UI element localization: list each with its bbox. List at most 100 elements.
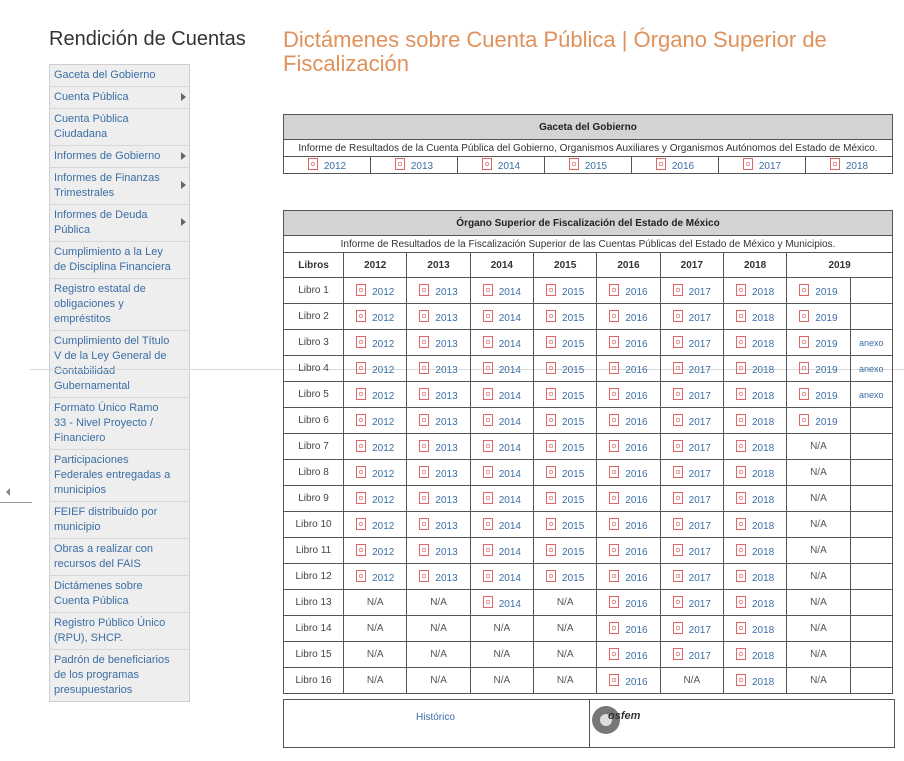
osfem-pdf-link[interactable]: 2018 [735,647,774,662]
osfem-pdf-link[interactable]: 2016 [609,517,648,532]
osfem-pdf-link[interactable]: 2014 [482,569,521,584]
osfem-pdf-link[interactable]: 2016 [609,543,648,558]
sidebar-item[interactable]: Registro estatal de obligaciones y empré… [50,278,189,330]
osfem-pdf-link[interactable]: 2015 [546,335,584,350]
osfem-pdf-link[interactable]: 2019 [799,309,838,324]
osfem-pdf-link[interactable]: 2015 [546,491,584,506]
osfem-pdf-link[interactable]: 2015 [546,309,584,324]
osfem-pdf-link[interactable]: 2012 [356,465,394,480]
osfem-pdf-link[interactable]: 2018 [735,517,774,532]
osfem-pdf-link[interactable]: 2017 [672,517,711,532]
osfem-pdf-link[interactable]: 2014 [482,595,521,610]
osfem-pdf-link[interactable]: 2016 [609,439,648,454]
sidebar-item[interactable]: Cuenta Pública Ciudadana [50,108,189,145]
gaceta-pdf-link[interactable]: 2015 [568,158,607,172]
osfem-pdf-link[interactable]: 2018 [735,543,774,558]
osfem-pdf-link[interactable]: 2014 [482,543,521,558]
osfem-pdf-link[interactable]: 2014 [482,465,521,480]
gaceta-pdf-link[interactable]: 2016 [655,158,694,172]
osfem-pdf-link[interactable]: 2012 [356,439,394,454]
sidebar-item[interactable]: FEIEF distribuido por municipio [50,501,189,538]
sidebar-item[interactable]: Dictámenes sobre Cuenta Pública [50,575,189,612]
osfem-pdf-link[interactable]: 2016 [609,673,648,688]
osfem-pdf-link[interactable]: 2013 [419,335,458,350]
osfem-pdf-link[interactable]: 2019 [799,283,838,298]
gaceta-pdf-link[interactable]: 2017 [742,158,781,172]
anexo-link[interactable]: anexo [849,355,894,382]
osfem-pdf-link[interactable]: 2018 [735,569,774,584]
osfem-pdf-link[interactable]: 2012 [356,517,394,532]
osfem-pdf-link[interactable]: 2018 [735,387,774,402]
osfem-pdf-link[interactable]: 2013 [419,439,458,454]
osfem-pdf-link[interactable]: 2017 [672,491,711,506]
osfem-pdf-link[interactable]: 2016 [609,283,648,298]
osfem-pdf-link[interactable]: 2013 [419,387,458,402]
osfem-pdf-link[interactable]: 2013 [419,517,458,532]
osfem-pdf-link[interactable]: 2013 [419,283,458,298]
osfem-pdf-link[interactable]: 2016 [609,361,648,376]
osfem-pdf-link[interactable]: 2012 [356,283,394,298]
osfem-pdf-link[interactable]: 2016 [609,595,648,610]
osfem-pdf-link[interactable]: 2015 [546,543,584,558]
osfem-pdf-link[interactable]: 2019 [799,387,838,402]
osfem-pdf-link[interactable]: 2017 [672,543,711,558]
sidebar-item[interactable]: Padrón de beneficiarios de los programas… [50,649,189,701]
osfem-pdf-link[interactable]: 2018 [735,465,774,480]
sidebar-item[interactable]: Cumplimiento a la Ley de Disciplina Fina… [50,241,189,278]
osfem-pdf-link[interactable]: 2018 [735,595,774,610]
osfem-pdf-link[interactable]: 2016 [609,647,648,662]
gaceta-pdf-link[interactable]: 2018 [829,158,868,172]
osfem-pdf-link[interactable]: 2012 [356,361,394,376]
osfem-pdf-link[interactable]: 2013 [419,465,458,480]
osfem-pdf-link[interactable]: 2016 [609,335,648,350]
osfem-logo[interactable]: osfem [592,704,648,734]
osfem-pdf-link[interactable]: 2014 [482,309,521,324]
osfem-pdf-link[interactable]: 2017 [672,439,711,454]
sidebar-item[interactable]: Informes de Finanzas Trimestrales [50,167,189,204]
osfem-pdf-link[interactable]: 2018 [735,283,774,298]
osfem-pdf-link[interactable]: 2013 [419,309,458,324]
osfem-pdf-link[interactable]: 2015 [546,361,584,376]
osfem-pdf-link[interactable]: 2012 [356,309,394,324]
osfem-pdf-link[interactable]: 2013 [419,543,458,558]
gaceta-pdf-link[interactable]: 2014 [481,158,520,172]
osfem-pdf-link[interactable]: 2013 [419,361,458,376]
osfem-pdf-link[interactable]: 2015 [546,569,584,584]
osfem-pdf-link[interactable]: 2014 [482,283,521,298]
osfem-pdf-link[interactable]: 2016 [609,465,648,480]
osfem-pdf-link[interactable]: 2017 [672,621,711,636]
osfem-pdf-link[interactable]: 2014 [482,335,521,350]
osfem-pdf-link[interactable]: 2018 [735,309,774,324]
sidebar-item[interactable]: Formato Único Ramo 33 - Nivel Proyecto /… [50,397,189,449]
osfem-pdf-link[interactable]: 2015 [546,465,584,480]
osfem-pdf-link[interactable]: 2013 [419,569,458,584]
osfem-pdf-link[interactable]: 2019 [799,413,838,428]
osfem-pdf-link[interactable]: 2018 [735,673,774,688]
osfem-pdf-link[interactable]: 2017 [672,387,711,402]
osfem-pdf-link[interactable]: 2015 [546,413,584,428]
osfem-pdf-link[interactable]: 2014 [482,491,521,506]
osfem-pdf-link[interactable]: 2017 [672,647,711,662]
osfem-pdf-link[interactable]: 2018 [735,621,774,636]
sidebar-item[interactable]: Cuenta Pública [50,86,189,108]
osfem-pdf-link[interactable]: 2016 [609,387,648,402]
osfem-pdf-link[interactable]: 2014 [482,439,521,454]
osfem-pdf-link[interactable]: 2012 [356,543,394,558]
anexo-link[interactable]: anexo [849,329,894,356]
osfem-pdf-link[interactable]: 2012 [356,387,394,402]
sidebar-item[interactable]: Participaciones Federales entregadas a m… [50,449,189,501]
osfem-pdf-link[interactable]: 2016 [609,569,648,584]
osfem-pdf-link[interactable]: 2014 [482,517,521,532]
sidebar-item[interactable]: Obras a realizar con recursos del FAIS [50,538,189,575]
osfem-pdf-link[interactable]: 2018 [735,413,774,428]
osfem-pdf-link[interactable]: 2018 [735,335,774,350]
osfem-pdf-link[interactable]: 2018 [735,361,774,376]
osfem-pdf-link[interactable]: 2017 [672,335,711,350]
osfem-pdf-link[interactable]: 2014 [482,387,521,402]
osfem-pdf-link[interactable]: 2013 [419,491,458,506]
sidebar-item[interactable]: Registro Público Único (RPU), SHCP. [50,612,189,649]
osfem-pdf-link[interactable]: 2017 [672,413,711,428]
osfem-pdf-link[interactable]: 2016 [609,621,648,636]
osfem-pdf-link[interactable]: 2015 [546,283,584,298]
osfem-pdf-link[interactable]: 2016 [609,491,648,506]
